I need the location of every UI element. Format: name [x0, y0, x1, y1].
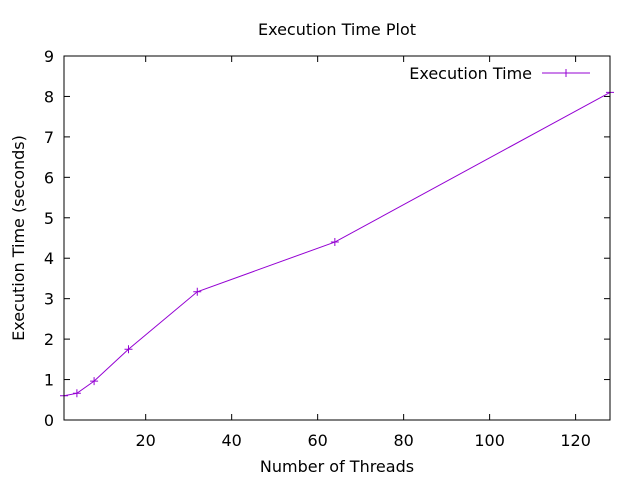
x-tick-label: 80: [393, 431, 413, 450]
y-tick-label: 7: [44, 128, 54, 147]
y-tick-label: 6: [44, 168, 54, 187]
y-tick-label: 8: [44, 87, 54, 106]
x-tick-label: 40: [221, 431, 241, 450]
data-point-marker: [330, 238, 339, 247]
series-line: [63, 91, 611, 397]
y-tick-label: 5: [44, 209, 54, 228]
x-axis-label: Number of Threads: [260, 457, 414, 476]
x-axis-ticks: 20 40 60 80 100 120: [136, 56, 591, 450]
plot-frame: [63, 55, 611, 421]
y-tick-label: 0: [44, 411, 54, 430]
y-tick-label: 3: [44, 290, 54, 309]
x-tick-label: 100: [474, 431, 505, 450]
x-tick-label: 20: [136, 431, 156, 450]
legend-marker: [562, 69, 570, 77]
y-axis-ticks: 0 1 2 3 4 5 6 7 8 9: [44, 47, 610, 430]
data-point-marker: [124, 345, 133, 354]
y-tick-label: 2: [44, 330, 54, 349]
x-tick-label: 120: [560, 431, 591, 450]
y-tick-label: 9: [44, 47, 54, 66]
legend: Execution Time: [409, 64, 590, 83]
plot-area: [60, 88, 614, 400]
legend-label: Execution Time: [409, 64, 532, 83]
data-point-marker: [90, 377, 99, 386]
y-tick-label: 1: [44, 371, 54, 390]
y-tick-label: 4: [44, 249, 54, 268]
y-axis-label: Execution Time (seconds): [9, 135, 28, 341]
data-point-marker: [193, 287, 202, 296]
data-point-marker: [72, 389, 81, 398]
x-tick-label: 60: [307, 431, 327, 450]
chart-title: Execution Time Plot: [258, 20, 416, 39]
